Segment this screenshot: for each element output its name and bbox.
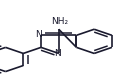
Text: N: N bbox=[35, 30, 42, 39]
Text: N: N bbox=[54, 49, 61, 58]
Text: NH₂: NH₂ bbox=[51, 17, 69, 26]
